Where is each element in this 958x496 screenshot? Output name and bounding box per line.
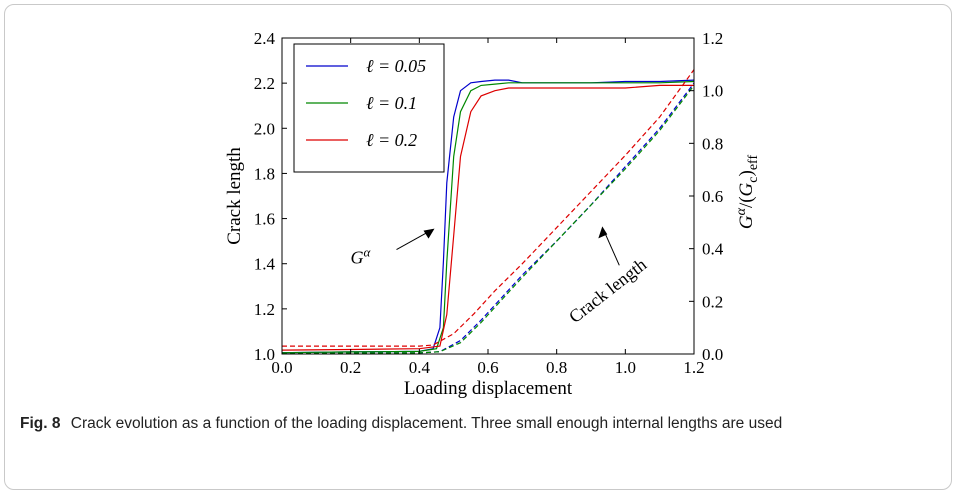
- annotation-crack-length: Crack length: [565, 254, 650, 327]
- x-axis-label: Loading displacement: [404, 378, 573, 399]
- legend-label: ℓ = 0.2: [366, 130, 417, 150]
- x-tick-label: 1.0: [615, 358, 636, 377]
- series-line-5: [282, 69, 694, 347]
- y-tick-label: 2.4: [254, 29, 276, 48]
- y-axis-label: Crack length: [224, 147, 245, 245]
- y-tick-label: 1.8: [254, 164, 275, 183]
- annotation-arrow-line-2: [602, 229, 620, 266]
- y2-tick-label: 0.4: [702, 240, 724, 259]
- caption-text: Crack evolution as a function of the loa…: [70, 415, 783, 432]
- y2-tick-label: 1.0: [702, 82, 723, 101]
- legend-label: ℓ = 0.1: [366, 93, 417, 113]
- y2-axis-label: Gα/(Gc)eff: [734, 155, 761, 230]
- y2-tick-label: 0.6: [702, 187, 723, 206]
- figure-frame: [4, 4, 952, 490]
- annotation-arrowhead: [423, 228, 435, 239]
- figure-label: Fig. 8: [20, 415, 61, 432]
- x-tick-label: 0.6: [477, 358, 498, 377]
- y-tick-label: 2.0: [254, 119, 275, 138]
- legend-label: ℓ = 0.05: [366, 56, 426, 76]
- figure-caption: Fig. 8 Crack evolution as a function of …: [20, 412, 940, 436]
- y2-tick-label: 1.2: [702, 29, 723, 48]
- y-tick-label: 1.6: [254, 210, 275, 229]
- crack-evolution-chart: 0.0 0.2 0.4 0.6 0.8 1.0 1.2 1.0 1.2 1.4 1.6 1.8 2.0 2…: [224, 29, 761, 399]
- y2-tick-label: 0.8: [702, 134, 723, 153]
- y2-tick-label: 0.2: [702, 292, 723, 311]
- y-tick-label: 1.2: [254, 300, 275, 319]
- x-tick-label: 0.0: [271, 358, 292, 377]
- annotation-arrowhead-2: [598, 226, 608, 239]
- y2-tick-label: 0.0: [702, 345, 723, 364]
- series-line-1: [282, 80, 694, 354]
- x-tick-label: 0.4: [409, 358, 431, 377]
- series-line-4: [282, 85, 694, 354]
- x-tick-label: 1.2: [683, 358, 704, 377]
- y-tick-label: 1.4: [254, 255, 276, 274]
- y-tick-label: 2.2: [254, 74, 275, 93]
- annotation-g-alpha: Gα: [351, 245, 372, 268]
- y-tick-label: 1.0: [254, 345, 275, 364]
- series-line-2: [282, 84, 694, 351]
- x-tick-label: 0.8: [546, 358, 567, 377]
- x-tick-label: 0.2: [340, 358, 361, 377]
- legend-box: [293, 43, 445, 173]
